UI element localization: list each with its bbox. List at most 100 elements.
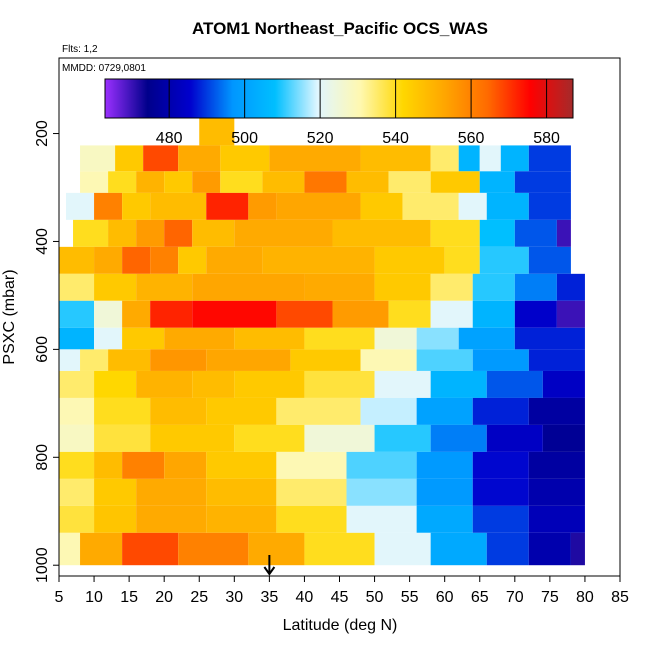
- heatmap-cell: [360, 145, 431, 172]
- heatmap-cell: [430, 219, 480, 247]
- y-tick-label: 1000: [34, 547, 51, 583]
- heatmap-cell: [192, 273, 305, 301]
- heatmap-cell: [528, 192, 571, 220]
- heatmap-cell: [430, 424, 487, 452]
- heatmap-cell: [458, 327, 515, 350]
- heatmap-cell: [94, 246, 123, 274]
- x-tick-label: 15: [120, 589, 138, 606]
- heatmap-cell: [164, 451, 207, 479]
- heatmap-cell: [59, 397, 95, 425]
- heatmap-cell: [430, 370, 487, 398]
- heatmap-cell: [262, 246, 375, 274]
- heatmap-cell: [178, 145, 221, 172]
- heatmap-cell: [486, 370, 543, 398]
- heatmap-cell: [136, 505, 207, 533]
- heatmap-cell: [486, 192, 529, 220]
- colorbar-tick-label: 540: [382, 130, 409, 147]
- heatmap-cell: [276, 397, 361, 425]
- colorbar: 480 500 520 540 560 580: [104, 78, 574, 147]
- heatmap-cell: [94, 273, 137, 301]
- heatmap-cell: [416, 397, 473, 425]
- heatmap-cell: [136, 219, 165, 247]
- heatmap-cell: [514, 327, 585, 350]
- heatmap-cell: [472, 397, 529, 425]
- heatmap-cell: [59, 424, 95, 452]
- heatmap-cell: [472, 505, 529, 533]
- marker-arrow-head: [263, 566, 276, 576]
- heatmap-cell: [136, 171, 165, 193]
- heatmap-cell: [192, 300, 277, 328]
- heatmap-cell: [94, 370, 137, 398]
- heatmap-cell: [430, 171, 480, 193]
- heatmap-cell: [416, 327, 459, 350]
- heatmap-cell: [528, 478, 585, 506]
- heatmap-cell: [528, 505, 585, 533]
- heatmap-cell: [528, 246, 571, 274]
- x-tick-label: 25: [190, 589, 208, 606]
- heatmap-cell: [416, 478, 473, 506]
- heatmap-cell: [206, 246, 263, 274]
- heatmap-cell: [206, 349, 291, 371]
- x-tick-label: 65: [471, 589, 489, 606]
- heatmap-cell: [472, 273, 515, 301]
- flights-label: Flts: 1,2: [62, 44, 98, 55]
- heatmap-cells: [59, 111, 585, 566]
- heatmap-cell: [304, 370, 375, 398]
- colorbar-tick-label: 500: [231, 130, 258, 147]
- heatmap-cell: [122, 300, 151, 328]
- heatmap-cell: [59, 349, 81, 371]
- heatmap-cell: [94, 451, 123, 479]
- x-tick-label: 40: [296, 589, 314, 606]
- heatmap-cell: [164, 171, 193, 193]
- y-axis: 200 400 600 800 1000: [34, 120, 59, 583]
- heatmap-cell: [178, 532, 249, 566]
- colorbar-tick-label: 480: [156, 130, 183, 147]
- heatmap-cell: [542, 424, 585, 452]
- heatmap-cell: [276, 505, 347, 533]
- heatmap-cell: [59, 451, 95, 479]
- heatmap-cell: [164, 327, 235, 350]
- heatmap-cell: [360, 192, 403, 220]
- heatmap-cell: [94, 397, 151, 425]
- heatmap-cell: [556, 300, 585, 328]
- heatmap-cell: [59, 370, 95, 398]
- heatmap-cell: [150, 246, 179, 274]
- heatmap-cell: [150, 424, 235, 452]
- heatmap-cell: [479, 246, 529, 274]
- heatmap-cell: [108, 171, 137, 193]
- heatmap-cell: [80, 145, 116, 172]
- heatmap-cell: [206, 505, 277, 533]
- heatmap-cell: [80, 349, 109, 371]
- heatmap-cell: [444, 246, 480, 274]
- heatmap-cell: [304, 327, 375, 350]
- x-tick-label: 80: [576, 589, 594, 606]
- x-tick-label: 30: [225, 589, 243, 606]
- heatmap-cell: [136, 478, 207, 506]
- heatmap-cell: [234, 370, 305, 398]
- heatmap-cell: [304, 532, 375, 566]
- heatmap-cell: [388, 300, 431, 328]
- heatmap-cell: [346, 451, 417, 479]
- heatmap-cell: [276, 478, 347, 506]
- heatmap-cell: [416, 505, 473, 533]
- heatmap-cell: [332, 219, 431, 247]
- heatmap-cell: [416, 451, 473, 479]
- heatmap-cell: [122, 532, 179, 566]
- heatmap-cell: [178, 246, 207, 274]
- x-axis: 5 10 15 20 25 30 35 40 45 50 55 60 65 70 75 80 85: [55, 576, 629, 606]
- y-tick-label: 800: [34, 444, 51, 471]
- heatmap-cell: [122, 327, 165, 350]
- heatmap-cell: [486, 532, 529, 566]
- x-tick-label: 75: [541, 589, 559, 606]
- heatmap-cell: [276, 192, 361, 220]
- x-tick-label: 10: [85, 589, 103, 606]
- heatmap-cell: [416, 349, 473, 371]
- heatmap-cell: [514, 171, 571, 193]
- heatmap-cell: [234, 327, 305, 350]
- heatmap-cell: [59, 505, 95, 533]
- heatmap-cell: [94, 505, 137, 533]
- heatmap-cell: [150, 349, 207, 371]
- heatmap-cell: [122, 246, 151, 274]
- heatmap-cell: [59, 273, 95, 301]
